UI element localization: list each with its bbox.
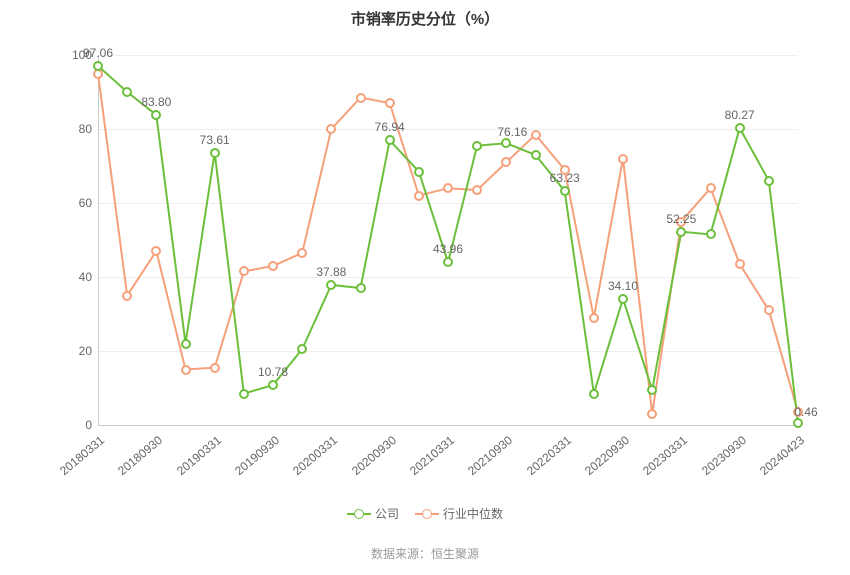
series-marker <box>647 409 657 419</box>
data-label: 76.94 <box>375 120 405 134</box>
series-marker <box>326 124 336 134</box>
series-marker <box>560 186 570 196</box>
data-label: 63.23 <box>550 171 580 185</box>
series-marker <box>414 167 424 177</box>
data-label: 76.16 <box>497 125 527 139</box>
series-marker <box>151 110 161 120</box>
data-source-text: 数据来源：恒生聚源 <box>371 547 479 561</box>
series-marker <box>647 385 657 395</box>
y-tick-label: 80 <box>52 122 92 136</box>
series-marker <box>618 154 628 164</box>
series-marker <box>93 61 103 71</box>
data-label: 43.96 <box>433 242 463 256</box>
series-marker <box>472 185 482 195</box>
series-marker <box>589 313 599 323</box>
series-marker <box>414 191 424 201</box>
data-label: 10.78 <box>258 365 288 379</box>
x-tick-label: 20190331 <box>174 433 224 478</box>
series-marker <box>122 87 132 97</box>
series-marker <box>356 283 366 293</box>
y-tick-label: 20 <box>52 344 92 358</box>
series-marker <box>443 183 453 193</box>
series-marker <box>356 93 366 103</box>
x-tick-label: 20210930 <box>465 433 515 478</box>
data-label: 52.25 <box>666 212 696 226</box>
x-tick-label: 20220331 <box>524 433 574 478</box>
series-marker <box>326 280 336 290</box>
series-marker <box>210 148 220 158</box>
series-marker <box>239 389 249 399</box>
series-marker <box>589 389 599 399</box>
x-tick-label: 20230331 <box>640 433 690 478</box>
series-marker <box>151 246 161 256</box>
series-marker <box>618 294 628 304</box>
series-marker <box>385 98 395 108</box>
series-marker <box>181 365 191 375</box>
chart-title: 市销率历史分位（%） <box>0 8 850 29</box>
series-marker <box>706 229 716 239</box>
series-marker <box>297 248 307 258</box>
series-marker <box>268 261 278 271</box>
series-marker <box>764 176 774 186</box>
data-label: 0.46 <box>794 405 817 419</box>
y-tick-label: 60 <box>52 196 92 210</box>
x-tick-label: 20200331 <box>290 433 340 478</box>
x-tick-label: 20190930 <box>232 433 282 478</box>
series-marker <box>210 363 220 373</box>
chart-container: 市销率历史分位（%） 02040608010020180331201809302… <box>0 0 850 575</box>
series-lines <box>98 55 798 425</box>
data-label: 34.10 <box>608 279 638 293</box>
legend-item[interactable]: 行业中位数 <box>415 505 503 522</box>
series-marker <box>501 138 511 148</box>
series-marker <box>764 305 774 315</box>
legend: 公司 行业中位数 <box>0 505 850 525</box>
data-label: 37.88 <box>316 265 346 279</box>
series-marker <box>472 141 482 151</box>
data-source: 数据来源：恒生聚源 <box>0 545 850 562</box>
data-label: 83.80 <box>141 95 171 109</box>
series-marker <box>793 418 803 428</box>
series-marker <box>501 157 511 167</box>
x-tick-label: 20180331 <box>57 433 107 478</box>
legend-swatch <box>415 508 439 520</box>
series-marker <box>706 183 716 193</box>
series-marker <box>385 135 395 145</box>
y-tick-label: 0 <box>52 418 92 432</box>
x-tick-label: 20180930 <box>115 433 165 478</box>
legend-swatch <box>347 508 371 520</box>
data-label: 80.27 <box>725 108 755 122</box>
y-tick-label: 40 <box>52 270 92 284</box>
series-marker <box>268 380 278 390</box>
series-marker <box>181 339 191 349</box>
data-label: 97.06 <box>83 46 113 60</box>
legend-label: 行业中位数 <box>443 505 503 522</box>
x-tick-label: 20200930 <box>349 433 399 478</box>
x-axis-line <box>98 425 798 426</box>
series-marker <box>676 227 686 237</box>
series-marker <box>531 150 541 160</box>
legend-label: 公司 <box>375 505 399 522</box>
x-tick-label: 20240423 <box>757 433 807 478</box>
x-tick-label: 20220930 <box>582 433 632 478</box>
series-marker <box>443 257 453 267</box>
legend-item[interactable]: 公司 <box>347 505 399 522</box>
x-tick-label: 20230930 <box>699 433 749 478</box>
series-marker <box>735 259 745 269</box>
series-marker <box>531 130 541 140</box>
x-tick-label: 20210331 <box>407 433 457 478</box>
plot-area: 0204060801002018033120180930201903312019… <box>98 55 798 425</box>
data-label: 73.61 <box>200 133 230 147</box>
series-marker <box>297 344 307 354</box>
series-marker <box>735 123 745 133</box>
series-marker <box>122 291 132 301</box>
series-marker <box>239 266 249 276</box>
